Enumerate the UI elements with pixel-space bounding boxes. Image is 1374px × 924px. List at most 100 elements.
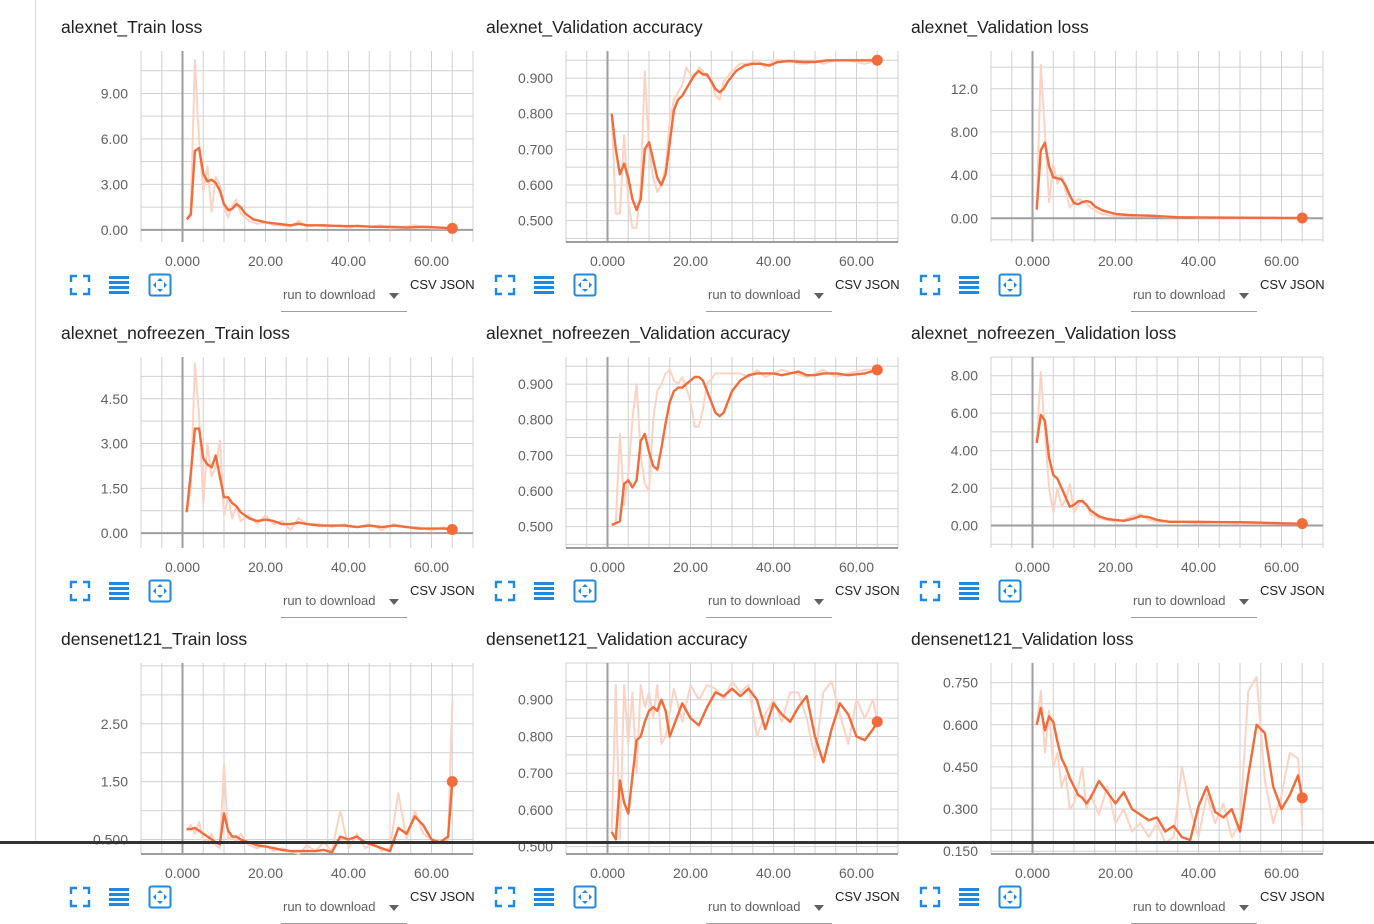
run-download-select[interactable]: run to download xyxy=(1131,887,1257,924)
run-download-select[interactable]: run to download xyxy=(1131,275,1257,312)
data-table-button[interactable] xyxy=(529,882,559,912)
fit-domain-button[interactable] xyxy=(145,576,175,606)
scalar-chart-card: alexnet_Validation loss 0.000 20.00 40.00 60… xyxy=(911,0,1335,312)
run-download-select[interactable]: run to download xyxy=(1131,581,1257,618)
chevron-down-icon xyxy=(814,293,824,299)
x-tick-label: 0.000 xyxy=(1015,253,1050,269)
data-table-button[interactable] xyxy=(104,882,134,912)
y-tick-label: 0.00 xyxy=(101,222,128,238)
run-download-select[interactable]: run to download xyxy=(706,581,832,618)
fit-domain-icon xyxy=(998,273,1022,297)
chevron-down-icon xyxy=(389,599,399,605)
fullscreen-button[interactable] xyxy=(65,576,95,606)
line-chart[interactable]: 0.000 20.00 40.00 60.00 0.500 0.600 0.700 0.800… xyxy=(486,0,910,306)
fit-domain-button[interactable] xyxy=(145,882,175,912)
last-point-marker xyxy=(871,54,883,66)
line-chart[interactable]: 0.000 20.00 40.00 60.00 0.00 1.50 3.00 4.50 xyxy=(61,306,485,612)
fit-domain-button[interactable] xyxy=(570,270,600,300)
data-table-button[interactable] xyxy=(529,576,559,606)
y-tick-label: 0.700 xyxy=(518,765,553,781)
data-table-icon xyxy=(109,888,129,906)
chart-toolbar: run to download CSV JSON xyxy=(486,566,910,618)
y-tick-label: 0.900 xyxy=(518,70,553,86)
last-point-marker xyxy=(1296,518,1308,530)
fullscreen-button[interactable] xyxy=(915,576,945,606)
data-table-button[interactable] xyxy=(529,270,559,300)
json-download-link[interactable]: JSON xyxy=(440,889,475,904)
scalar-chart-card: densenet121_Validation loss 0.000 20.00 40.… xyxy=(911,612,1335,924)
x-tick-label: 40.00 xyxy=(756,253,791,269)
csv-download-link[interactable]: CSV xyxy=(410,583,437,598)
fit-domain-button[interactable] xyxy=(145,270,175,300)
x-tick-label: 0.000 xyxy=(590,559,625,575)
json-download-link[interactable]: JSON xyxy=(865,583,900,598)
line-chart[interactable]: 0.000 20.00 40.00 60.00 0.00 4.00 8.00 12.0 xyxy=(911,0,1335,306)
json-download-link[interactable]: JSON xyxy=(1290,277,1325,292)
x-tick-label: 20.00 xyxy=(1098,253,1133,269)
run-download-select[interactable]: run to download xyxy=(706,887,832,924)
fit-domain-icon xyxy=(573,579,597,603)
series-line-raw xyxy=(610,680,879,841)
fit-domain-button[interactable] xyxy=(570,576,600,606)
y-tick-label: 0.700 xyxy=(518,141,553,157)
series-line-raw xyxy=(1035,371,1303,525)
fit-domain-button[interactable] xyxy=(995,882,1025,912)
chart-toolbar: run to download CSV JSON xyxy=(61,260,485,312)
csv-download-link[interactable]: CSV xyxy=(410,277,437,292)
csv-download-link[interactable]: CSV xyxy=(835,277,862,292)
series-line-smoothed xyxy=(611,368,878,526)
line-chart[interactable]: 0.000 20.00 40.00 60.00 0.00 2.00 4.00 6.00 8.00 xyxy=(911,306,1335,612)
x-tick-label: 60.00 xyxy=(1264,559,1299,575)
data-table-icon xyxy=(109,276,129,294)
x-tick-label: 20.00 xyxy=(248,253,283,269)
fullscreen-button[interactable] xyxy=(490,576,520,606)
chevron-down-icon xyxy=(1239,599,1249,605)
csv-download-link[interactable]: CSV xyxy=(1260,889,1287,904)
json-download-link[interactable]: JSON xyxy=(440,583,475,598)
y-tick-label: 0.500 xyxy=(518,519,553,535)
line-chart[interactable]: 0.000 20.00 40.00 60.00 0.00 3.00 6.00 9.00 xyxy=(61,0,485,306)
csv-download-link[interactable]: CSV xyxy=(835,889,862,904)
y-tick-label: 0.500 xyxy=(93,832,128,848)
y-tick-label: 12.0 xyxy=(951,81,978,97)
json-download-link[interactable]: JSON xyxy=(1290,583,1325,598)
fit-domain-button[interactable] xyxy=(995,576,1025,606)
data-table-button[interactable] xyxy=(954,576,984,606)
fullscreen-button[interactable] xyxy=(490,882,520,912)
fullscreen-icon xyxy=(69,274,91,296)
x-tick-label: 0.000 xyxy=(1015,559,1050,575)
y-tick-label: 0.600 xyxy=(518,483,553,499)
json-download-link[interactable]: JSON xyxy=(865,277,900,292)
chart-toolbar: run to download CSV JSON xyxy=(486,872,910,924)
run-download-select[interactable]: run to download xyxy=(281,887,407,924)
chevron-down-icon xyxy=(1239,905,1249,911)
json-download-link[interactable]: JSON xyxy=(1290,889,1325,904)
data-table-button[interactable] xyxy=(104,576,134,606)
fullscreen-button[interactable] xyxy=(490,270,520,300)
fullscreen-button[interactable] xyxy=(65,882,95,912)
run-download-placeholder: run to download xyxy=(283,899,376,914)
line-chart[interactable]: 0.000 20.00 40.00 60.00 0.500 0.600 0.700 0.800… xyxy=(486,306,910,612)
scalar-chart-card: alexnet_nofreezen_Validation accuracy 0.0… xyxy=(486,306,910,618)
run-download-select[interactable]: run to download xyxy=(281,581,407,618)
csv-download-link[interactable]: CSV xyxy=(835,583,862,598)
data-table-button[interactable] xyxy=(104,270,134,300)
csv-download-link[interactable]: CSV xyxy=(410,889,437,904)
fit-domain-button[interactable] xyxy=(570,882,600,912)
run-download-select[interactable]: run to download xyxy=(281,275,407,312)
fullscreen-button[interactable] xyxy=(65,270,95,300)
csv-download-link[interactable]: CSV xyxy=(1260,583,1287,598)
last-point-marker xyxy=(1296,212,1308,224)
fullscreen-button[interactable] xyxy=(915,882,945,912)
last-point-marker xyxy=(1296,792,1308,804)
fit-domain-button[interactable] xyxy=(995,270,1025,300)
y-tick-label: 0.00 xyxy=(101,525,128,541)
chart-title: densenet121_Validation loss xyxy=(911,629,1134,649)
data-table-button[interactable] xyxy=(954,882,984,912)
fullscreen-button[interactable] xyxy=(915,270,945,300)
json-download-link[interactable]: JSON xyxy=(865,889,900,904)
csv-download-link[interactable]: CSV xyxy=(1260,277,1287,292)
json-download-link[interactable]: JSON xyxy=(440,277,475,292)
data-table-button[interactable] xyxy=(954,270,984,300)
run-download-select[interactable]: run to download xyxy=(706,275,832,312)
